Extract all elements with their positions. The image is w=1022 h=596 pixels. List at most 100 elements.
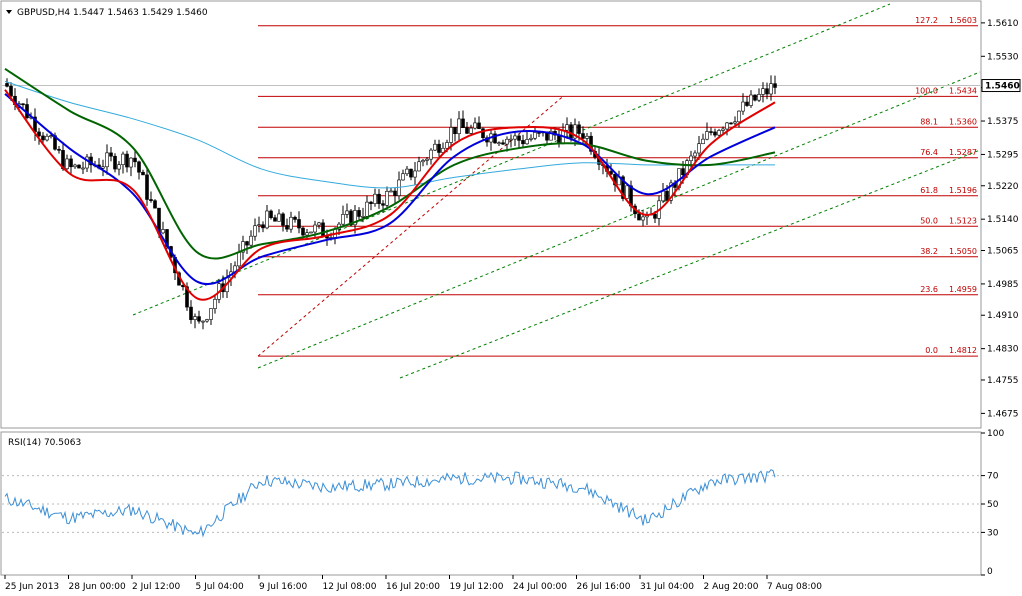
candle-body — [205, 319, 209, 322]
candle-body — [725, 122, 729, 130]
moving-averages — [4, 67, 776, 301]
main-panel[interactable] — [0, 0, 982, 429]
candle-body — [257, 224, 261, 227]
candle-body — [449, 127, 453, 143]
candle-body — [481, 128, 485, 139]
candle-body — [385, 191, 389, 206]
price-axis-label: 1.4910 — [987, 311, 1019, 321]
candle-body — [709, 131, 713, 133]
candle-body — [753, 94, 757, 101]
candle-body — [345, 210, 349, 215]
price-channel[interactable] — [2, 3, 981, 379]
channel-lower-line — [399, 149, 981, 379]
candle-body — [37, 131, 41, 137]
price-axis-label: 1.5140 — [987, 215, 1019, 225]
candle-body — [497, 142, 501, 145]
rsi-header: RSI(14) 70.5063 — [8, 438, 81, 448]
candle-body — [317, 222, 321, 226]
candle-body — [465, 127, 469, 134]
candle-body — [365, 201, 369, 217]
candle-body — [669, 182, 673, 201]
fib-anchor-line — [257, 96, 564, 357]
candle-body — [209, 308, 213, 320]
candle-body — [477, 122, 481, 130]
candle-body — [73, 164, 77, 168]
fib-ratio-label: 0.0 — [925, 346, 938, 355]
fib-ratio-label: 76.4 — [920, 148, 938, 157]
candle-body — [589, 135, 593, 152]
candle-body — [9, 85, 13, 97]
sma-long-line — [4, 80, 775, 189]
candle-body — [533, 132, 537, 139]
candle-body — [377, 193, 381, 204]
current-price-tag — [981, 79, 1021, 93]
fib-price-label: 1.5123 — [949, 216, 977, 225]
candle-body — [401, 173, 405, 181]
ema-slow-line — [4, 67, 776, 260]
fib-ratio-label: 127.2 — [915, 16, 938, 25]
candle-body — [661, 190, 665, 202]
fib-price-label: 1.5196 — [949, 186, 977, 195]
candle-body — [421, 160, 425, 163]
candle-body — [529, 137, 533, 140]
candle-body — [517, 135, 521, 141]
candle-body — [197, 316, 201, 322]
time-axis-label: 26 Jul 16:00 — [577, 582, 631, 592]
price-axis-label: 1.5530 — [987, 52, 1019, 62]
candle-body — [773, 83, 777, 88]
candle-body — [577, 124, 581, 134]
time-axis-label: 9 Jul 16:00 — [259, 582, 308, 592]
candle-body — [353, 210, 357, 226]
candle-body — [201, 320, 205, 323]
candle-body — [473, 122, 477, 129]
candle-body — [765, 88, 769, 95]
candle-body — [729, 122, 733, 125]
fibonacci-retracement[interactable]: 127.2 1.5603 100.0 1.5434 88.1 1.5360 76.4 1.52… — [257, 16, 978, 357]
candle-body — [405, 168, 409, 175]
candle-body — [85, 156, 89, 169]
candle-body — [525, 139, 529, 145]
candle-body — [349, 210, 353, 226]
time-axis-label: 31 Jul 04:00 — [640, 582, 694, 592]
candle-body — [665, 190, 669, 201]
candle-body — [429, 149, 433, 160]
candle-body — [357, 210, 361, 217]
candle-body — [341, 214, 345, 225]
candle-body — [369, 201, 373, 204]
candle-body — [373, 193, 377, 204]
dropdown-triangle-icon[interactable] — [6, 10, 12, 14]
candle-body — [585, 135, 589, 139]
candle-body — [269, 210, 273, 218]
candle-body — [461, 118, 465, 129]
candle-body — [381, 203, 385, 206]
candle-body — [413, 170, 417, 178]
candle-body — [289, 216, 293, 230]
fib-price-label: 1.5050 — [949, 247, 977, 256]
price-axis-label: 1.5295 — [987, 150, 1019, 160]
fib-price-label: 1.5287 — [949, 148, 977, 157]
candle-body — [321, 222, 325, 237]
time-axis-label: 2 Aug 20:00 — [704, 582, 759, 592]
candle-body — [273, 217, 277, 222]
candle-body — [153, 200, 157, 209]
candle-body — [305, 232, 309, 236]
candle-body — [493, 133, 497, 144]
candle-body — [521, 140, 525, 145]
fib-ratio-label: 38.2 — [920, 247, 938, 256]
candle-body — [393, 190, 397, 196]
candle-body — [65, 158, 69, 170]
candle-body — [301, 227, 305, 236]
ema-fast-line — [4, 89, 776, 301]
candle-body — [653, 213, 657, 219]
candle-body — [245, 241, 249, 246]
current-price-label: 1.5460 — [985, 82, 1020, 92]
candle-body — [569, 124, 573, 139]
candle-body — [749, 94, 753, 106]
candle-body — [621, 176, 625, 199]
candle-body — [425, 158, 429, 161]
candle-body — [437, 143, 441, 153]
candle-body — [213, 298, 217, 309]
fib-price-label: 1.5360 — [949, 117, 977, 126]
candle-body — [757, 94, 761, 101]
